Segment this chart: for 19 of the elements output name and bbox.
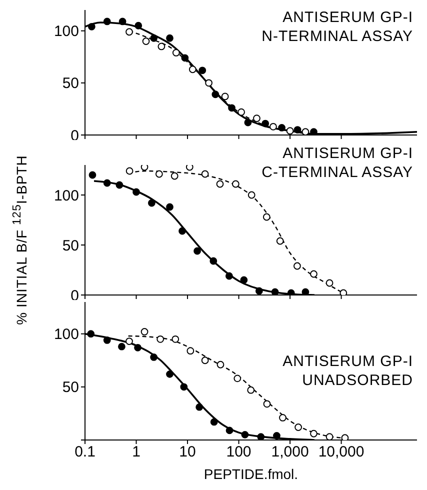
text: UNADSORBED — [301, 371, 413, 390]
chart-subtitle: C-TERMINAL ASSAY — [262, 163, 413, 182]
y-tick-label: 100 — [54, 326, 79, 344]
text: ANTISERUM GP-I — [282, 352, 413, 371]
x-tick-label: 1,000 — [271, 444, 309, 461]
chart-title: ANTISERUM GP-I — [282, 8, 413, 27]
y-tick-label: 50 — [62, 237, 79, 254]
chart-title: ANTISERUM GP-I — [282, 144, 413, 163]
y-tick-label: 50 — [62, 379, 79, 396]
x-tick-label: 100 — [226, 444, 252, 461]
x-tick-label: 1 — [132, 444, 140, 461]
text: N-TERMINAL ASSAY — [262, 27, 413, 46]
x-axis-title: PEPTIDE.fmol. — [202, 466, 300, 482]
y-tick-label: 50 — [62, 75, 79, 92]
y-tick-label: 100 — [54, 23, 79, 40]
x-tick-label: 10,000 — [318, 444, 364, 461]
x-tick-label: 0.1 — [74, 444, 96, 461]
y-tick-label: 100 — [54, 187, 79, 204]
x-tick-label: 10 — [179, 444, 196, 461]
